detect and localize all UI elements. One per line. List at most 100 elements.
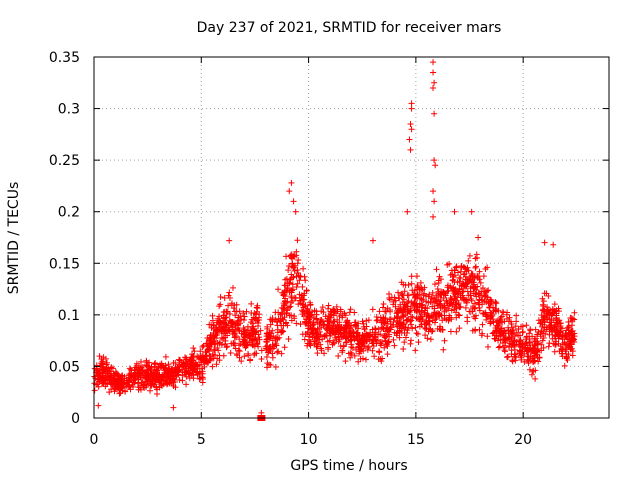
data-point	[479, 301, 486, 308]
data-point	[245, 352, 252, 359]
data-point	[513, 312, 520, 319]
data-point	[294, 260, 301, 267]
data-point	[325, 346, 332, 353]
data-point	[473, 254, 480, 261]
data-point	[336, 313, 343, 320]
data-point	[413, 301, 420, 308]
data-point	[312, 337, 319, 344]
data-point	[374, 316, 381, 323]
data-point	[304, 340, 311, 347]
data-point	[518, 348, 525, 355]
data-point	[231, 340, 238, 347]
data-point	[236, 328, 243, 335]
data-point	[559, 346, 566, 353]
data-point	[472, 312, 479, 319]
data-point	[472, 284, 479, 291]
data-point	[396, 319, 403, 326]
data-point	[480, 310, 487, 317]
data-point	[558, 325, 565, 332]
data-point	[428, 295, 435, 302]
data-point	[320, 322, 327, 329]
data-point	[228, 300, 235, 307]
data-point	[357, 346, 364, 353]
data-point	[138, 379, 145, 386]
data-point	[430, 213, 437, 220]
data-point	[532, 375, 539, 382]
data-point	[288, 271, 295, 278]
data-point	[108, 386, 115, 393]
data-point	[299, 283, 306, 290]
data-point	[197, 375, 204, 382]
data-point	[405, 324, 412, 331]
data-point	[293, 320, 300, 327]
data-point	[175, 367, 182, 374]
data-point	[213, 319, 220, 326]
data-point	[546, 331, 553, 338]
data-point	[94, 381, 101, 388]
data-point	[407, 340, 414, 347]
data-point	[523, 334, 530, 341]
data-point	[551, 301, 558, 308]
data-point	[496, 319, 503, 326]
data-point	[119, 384, 126, 391]
data-point	[532, 335, 539, 342]
y-tick-label: 0.05	[49, 359, 80, 375]
data-point	[245, 332, 252, 339]
data-point	[305, 314, 312, 321]
data-point	[455, 311, 462, 318]
data-point	[454, 287, 461, 294]
data-point	[416, 323, 423, 330]
data-point	[313, 311, 320, 318]
data-point	[215, 347, 222, 354]
data-point	[202, 353, 209, 360]
data-point	[325, 313, 332, 320]
data-point	[373, 340, 380, 347]
data-point	[548, 322, 555, 329]
data-point	[321, 332, 328, 339]
data-point	[210, 355, 217, 362]
data-point	[557, 323, 564, 330]
data-point	[305, 320, 312, 327]
data-point	[485, 343, 491, 350]
data-point	[447, 328, 454, 335]
data-point	[216, 303, 223, 310]
data-point	[479, 321, 486, 328]
data-point	[365, 343, 372, 350]
axis-ticks	[93, 56, 609, 419]
data-point	[337, 343, 344, 350]
data-point	[372, 329, 379, 336]
data-point	[427, 336, 434, 343]
data-point	[112, 380, 119, 387]
data-point	[335, 352, 342, 359]
data-point	[253, 337, 260, 344]
data-point	[500, 336, 507, 343]
data-point	[444, 282, 451, 289]
data-point	[414, 308, 421, 315]
data-point	[543, 326, 550, 333]
data-point	[342, 339, 349, 346]
data-point	[412, 347, 419, 354]
data-point	[317, 341, 324, 348]
data-point	[129, 379, 136, 386]
data-point	[441, 315, 448, 322]
data-point	[151, 375, 158, 382]
data-point	[294, 267, 301, 273]
data-point	[423, 325, 430, 332]
data-point	[339, 314, 346, 321]
data-point	[526, 339, 533, 346]
data-point	[106, 389, 113, 396]
data-point	[430, 188, 437, 195]
data-point	[457, 290, 464, 297]
data-point	[373, 314, 380, 321]
data-point	[187, 357, 194, 364]
y-tick-label: 0.25	[49, 153, 80, 169]
data-point	[347, 349, 354, 356]
data-point	[440, 346, 447, 353]
data-point	[294, 237, 301, 244]
data-point	[391, 342, 398, 349]
data-point	[226, 237, 233, 244]
data-point	[409, 325, 416, 332]
data-point	[280, 291, 287, 298]
data-point	[484, 264, 491, 271]
data-point	[473, 286, 480, 293]
